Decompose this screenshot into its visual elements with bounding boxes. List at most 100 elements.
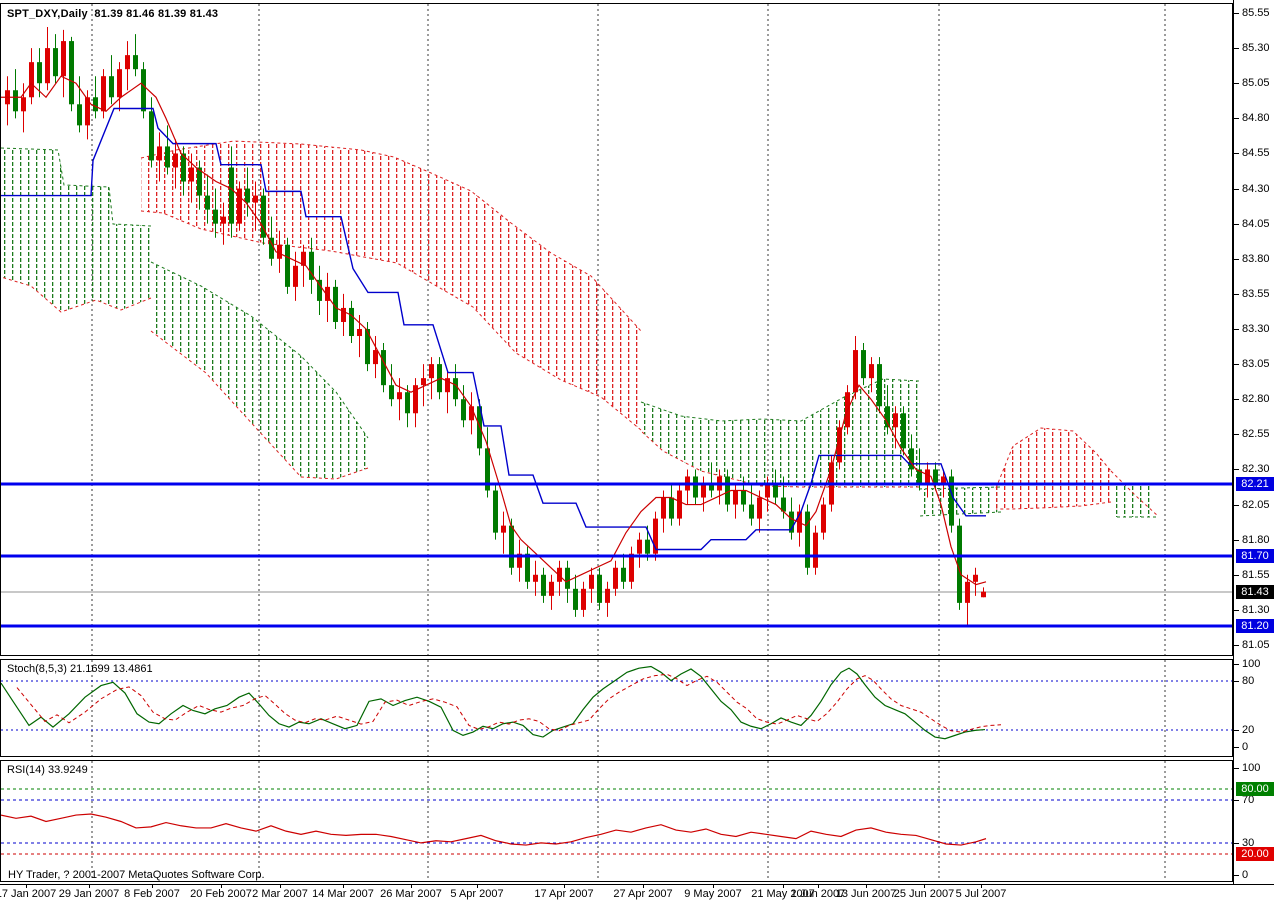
axis-tick bbox=[1234, 294, 1239, 295]
time-axis-tick bbox=[783, 884, 784, 888]
time-axis-tick bbox=[643, 884, 644, 888]
axis-tick bbox=[1234, 610, 1239, 611]
time-axis-label: 5 Jul 2007 bbox=[955, 888, 1007, 900]
time-axis-label: 26 Mar 2007 bbox=[380, 888, 442, 900]
time-axis-tick bbox=[818, 884, 819, 888]
time-axis-tick bbox=[89, 884, 90, 888]
axis-tick bbox=[1234, 48, 1239, 49]
time-axis-label: 17 Jan 2007 bbox=[0, 888, 57, 900]
axis-tick bbox=[1234, 224, 1239, 225]
rsi-level-badge: 80.00 bbox=[1236, 782, 1274, 796]
axis-tick bbox=[1234, 875, 1239, 876]
time-axis[interactable]: 17 Jan 2007 29 Jan 2007 8 Feb 2007 20 Feb 2… bbox=[0, 884, 1274, 904]
axis-tick bbox=[1234, 575, 1239, 576]
rsi-axis-label: 70 bbox=[1242, 794, 1255, 806]
time-axis-label: 9 May 2007 bbox=[684, 888, 742, 900]
ohlc-values-label: 81.39 81.46 81.39 81.43 bbox=[94, 8, 219, 20]
time-axis-label: 27 Apr 2007 bbox=[613, 888, 673, 900]
time-axis-label: 5 Apr 2007 bbox=[450, 888, 504, 900]
time-axis-tick bbox=[713, 884, 714, 888]
axis-tick bbox=[1234, 13, 1239, 14]
rsi-axis-label: 30 bbox=[1242, 837, 1255, 849]
level-price-badge: 81.20 bbox=[1236, 619, 1274, 633]
rsi-level-badge: 20.00 bbox=[1236, 847, 1274, 861]
rsi-canvas[interactable] bbox=[1, 761, 1232, 881]
rsi-title: RSI(14) 33.9249 bbox=[7, 764, 88, 776]
price-axis-label: 81.05 bbox=[1242, 639, 1270, 651]
time-axis-label: 20 Feb 2007 bbox=[190, 888, 252, 900]
stoch-axis-label: 80 bbox=[1242, 675, 1255, 687]
rsi-indicator-panel[interactable] bbox=[0, 760, 1233, 882]
price-axis-label: 83.05 bbox=[1242, 358, 1270, 370]
axis-tick bbox=[1234, 747, 1239, 748]
copyright-notice: HY Trader, ? 2001-2007 MetaQuotes Softwa… bbox=[8, 869, 265, 881]
time-axis-label: 17 Apr 2007 bbox=[534, 888, 594, 900]
stochastic-title: Stoch(8,5,3) 21.1699 13.4861 bbox=[7, 663, 153, 675]
axis-tick bbox=[1234, 189, 1239, 190]
level-price-badge: 82.21 bbox=[1236, 477, 1274, 491]
stoch-axis-label: 100 bbox=[1242, 658, 1261, 670]
time-axis-tick bbox=[981, 884, 982, 888]
price-axis-label: 83.80 bbox=[1242, 253, 1270, 265]
time-axis-tick bbox=[924, 884, 925, 888]
symbol-period-label: SPT_DXY,Daily bbox=[7, 8, 88, 20]
axis-tick bbox=[1234, 730, 1239, 731]
time-axis-tick bbox=[343, 884, 344, 888]
axis-tick bbox=[1234, 843, 1239, 844]
axis-tick bbox=[1234, 364, 1239, 365]
price-axis-label: 82.55 bbox=[1242, 428, 1270, 440]
axis-tick bbox=[1234, 681, 1239, 682]
price-axis-label: 84.55 bbox=[1242, 147, 1270, 159]
level-price-badge: 81.70 bbox=[1236, 549, 1274, 563]
stochastic-indicator-panel[interactable] bbox=[0, 659, 1233, 757]
rsi-axis-label: 100 bbox=[1242, 762, 1261, 774]
axis-tick bbox=[1234, 664, 1239, 665]
price-axis-label: 84.05 bbox=[1242, 218, 1270, 230]
price-axis-label: 85.30 bbox=[1242, 42, 1270, 54]
main-price-chart-panel[interactable] bbox=[0, 3, 1233, 656]
time-axis-tick bbox=[221, 884, 222, 888]
time-axis-tick bbox=[280, 884, 281, 888]
time-axis-label: 1 Jun 2007 bbox=[790, 888, 846, 900]
axis-tick bbox=[1234, 153, 1239, 154]
time-axis-tick bbox=[477, 884, 478, 888]
axis-tick bbox=[1234, 399, 1239, 400]
axis-tick bbox=[1234, 645, 1239, 646]
axis-tick bbox=[1234, 434, 1239, 435]
price-axis[interactable]: 85.55 85.30 85.05 84.80 84.55 84.30 84.05 83.80… bbox=[1233, 0, 1274, 884]
time-axis-label: 2 Mar 2007 bbox=[252, 888, 308, 900]
axis-tick bbox=[1234, 768, 1239, 769]
price-axis-label: 82.80 bbox=[1242, 393, 1270, 405]
price-axis-label: 81.55 bbox=[1242, 569, 1270, 581]
time-axis-label: 25 Jun 2007 bbox=[893, 888, 955, 900]
time-axis-label: 14 Mar 2007 bbox=[312, 888, 374, 900]
current-price-badge: 81.43 bbox=[1236, 585, 1274, 599]
axis-tick bbox=[1234, 540, 1239, 541]
stoch-axis-label: 0 bbox=[1242, 741, 1249, 753]
chart-title: SPT_DXY,Daily 81.39 81.46 81.39 81.43 bbox=[7, 8, 218, 20]
axis-tick bbox=[1234, 469, 1239, 470]
time-axis-label: 29 Jan 2007 bbox=[58, 888, 120, 900]
axis-tick bbox=[1234, 329, 1239, 330]
price-axis-label: 85.05 bbox=[1242, 77, 1270, 89]
axis-tick bbox=[1234, 800, 1239, 801]
stoch-axis-label: 20 bbox=[1242, 724, 1255, 736]
axis-tick bbox=[1234, 505, 1239, 506]
time-axis-label: 21 May 2007 bbox=[751, 888, 815, 900]
price-axis-label: 83.30 bbox=[1242, 323, 1270, 335]
price-axis-label: 81.80 bbox=[1242, 534, 1270, 546]
axis-tick bbox=[1234, 118, 1239, 119]
time-axis-tick bbox=[411, 884, 412, 888]
axis-tick bbox=[1234, 83, 1239, 84]
time-axis-label: 8 Feb 2007 bbox=[124, 888, 180, 900]
price-axis-label: 81.30 bbox=[1242, 604, 1270, 616]
price-axis-label: 85.55 bbox=[1242, 7, 1270, 19]
axis-tick bbox=[1234, 259, 1239, 260]
price-axis-label: 82.30 bbox=[1242, 463, 1270, 475]
stochastic-canvas[interactable] bbox=[1, 660, 1232, 756]
time-axis-tick bbox=[564, 884, 565, 888]
price-chart-canvas[interactable] bbox=[1, 4, 1232, 655]
price-axis-label: 83.55 bbox=[1242, 288, 1270, 300]
price-axis-label: 82.05 bbox=[1242, 499, 1270, 511]
